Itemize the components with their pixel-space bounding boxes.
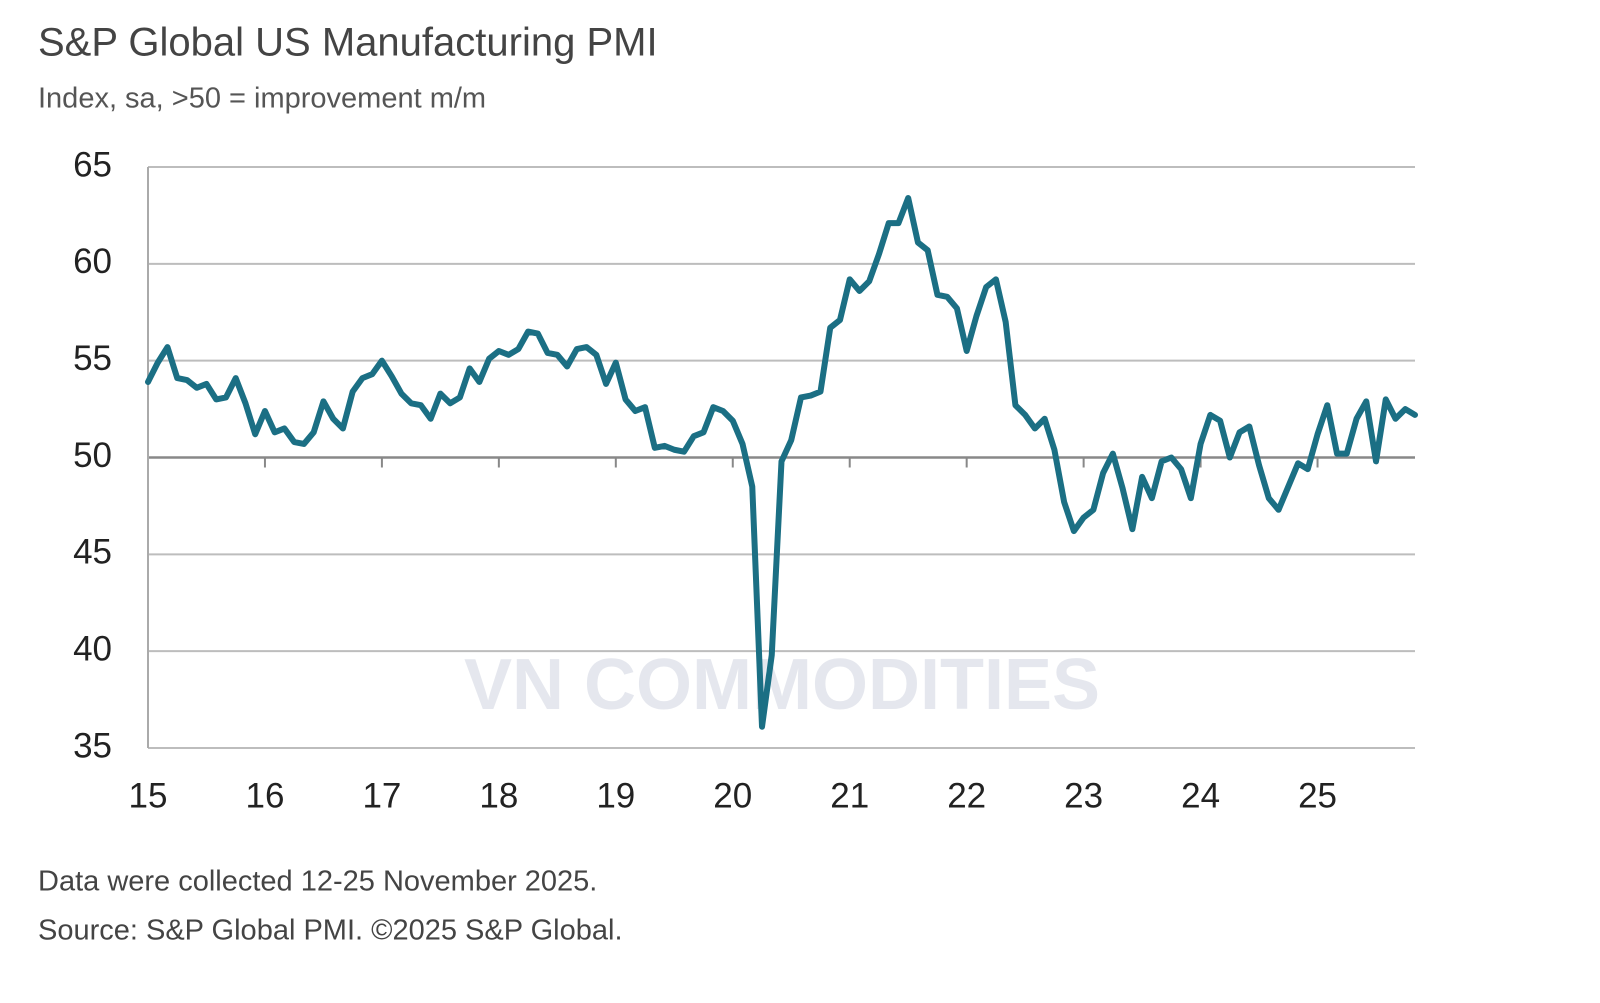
chart-subtitle: Index, sa, >50 = improvement m/m [38,83,486,115]
x-tick-label: 15 [129,776,168,815]
footnote: Data were collected 12-25 November 2025. [38,866,597,898]
y-tick-label: 35 [73,726,112,765]
x-tick-label: 23 [1064,776,1103,815]
x-tick-label: 24 [1181,776,1220,815]
x-tick-label: 17 [362,776,401,815]
x-tick-label: 20 [713,776,752,815]
x-tick-label: 19 [596,776,635,815]
x-tick-label: 16 [245,776,284,815]
y-tick-label: 45 [73,533,112,572]
x-tick-label: 22 [947,776,986,815]
x-tick-label: 21 [830,776,869,815]
y-tick-label: 50 [73,436,112,475]
x-tick-label: 25 [1298,776,1337,815]
y-tick-label: 60 [73,242,112,281]
footnote: Source: S&P Global PMI. ©2025 S&P Global… [38,915,623,947]
y-tick-label: 55 [73,339,112,378]
series-line [145,194,1418,730]
y-tick-label: 40 [73,629,112,668]
y-tick-label: 65 [73,145,112,184]
chart-title: S&P Global US Manufacturing PMI [38,21,658,65]
watermark: VN COMMODITIES [464,645,1100,725]
x-tick-label: 18 [479,776,518,815]
